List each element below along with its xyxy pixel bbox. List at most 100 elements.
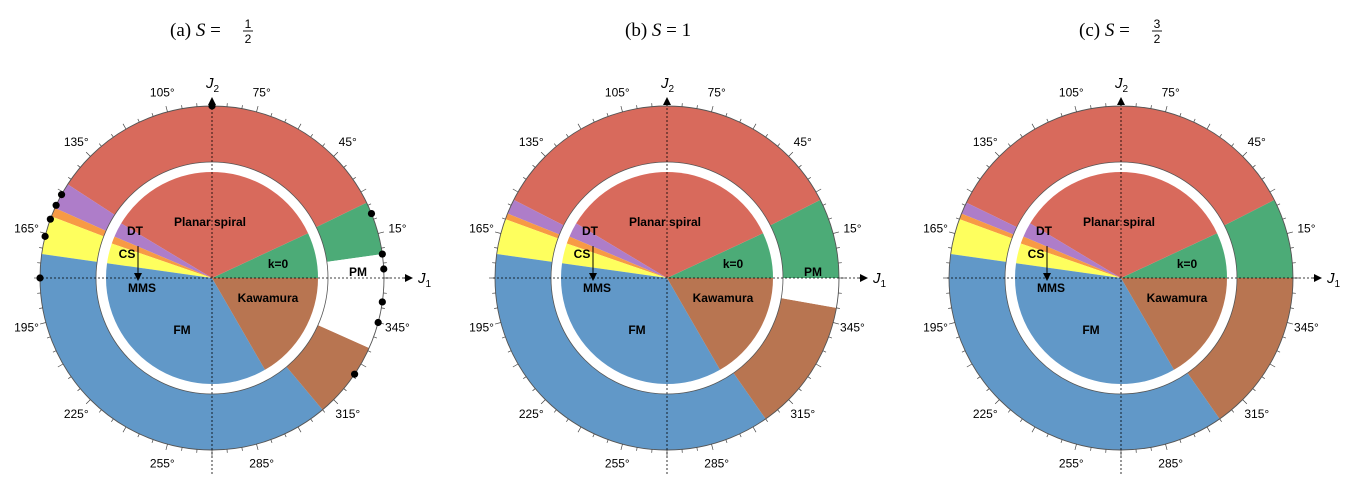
tick-mark xyxy=(540,151,546,157)
angle-label: 75° xyxy=(708,86,726,100)
tick-mark xyxy=(501,336,506,339)
tick-mark xyxy=(1020,134,1023,138)
tick-mark xyxy=(523,177,527,180)
tick-mark xyxy=(181,447,183,451)
label-cs: CS xyxy=(1028,247,1045,261)
angle-label: 45° xyxy=(339,135,357,149)
outer-region-orange xyxy=(51,208,107,237)
inner-region-kawamura xyxy=(667,278,773,370)
tick-mark xyxy=(955,336,960,339)
angle-label: 315° xyxy=(335,407,360,421)
j2-label: J2 xyxy=(205,75,220,95)
label-fm: FM xyxy=(628,323,645,337)
tick-mark xyxy=(822,203,827,206)
tick-mark xyxy=(241,105,243,109)
tick-mark xyxy=(1269,188,1276,193)
inner-region-cs xyxy=(562,243,667,278)
tick-mark xyxy=(553,143,557,147)
tick-mark xyxy=(836,247,840,249)
tick-mark xyxy=(592,118,595,123)
outer-region-cs xyxy=(496,219,558,262)
tick-mark xyxy=(322,409,326,413)
tick-mark xyxy=(1165,444,1168,451)
tick-mark xyxy=(833,322,840,325)
tick-mark xyxy=(310,418,313,422)
angle-label: 195° xyxy=(469,321,494,335)
tick-mark xyxy=(1090,105,1092,109)
inner-region-k0 xyxy=(667,233,773,278)
angle-label: 345° xyxy=(1294,321,1319,335)
boundary-marker-dot xyxy=(208,102,216,110)
label-planar-spiral: Planar spiral xyxy=(629,215,701,229)
angle-label: 345° xyxy=(840,321,865,335)
outer-region-pm xyxy=(781,278,839,308)
tick-mark xyxy=(310,134,313,138)
label-dt: DT xyxy=(127,224,144,238)
outer-region-dt xyxy=(961,202,1017,235)
tick-mark xyxy=(833,231,840,234)
j2-label: J2 xyxy=(660,75,675,95)
panel-title-text: (c) S = xyxy=(1079,20,1130,41)
tick-mark xyxy=(1031,426,1036,433)
outer-region-cs xyxy=(41,216,104,262)
outer-ring xyxy=(949,105,1293,450)
angle-label: 315° xyxy=(1244,407,1269,421)
tick-mark xyxy=(1242,399,1248,405)
tick-mark xyxy=(68,376,72,379)
tick-mark xyxy=(788,399,794,405)
tick-mark xyxy=(807,376,811,379)
title-fraction-denominator: 2 xyxy=(1154,32,1161,46)
title-prefix: (a) xyxy=(170,20,196,41)
boundary-marker-dot xyxy=(52,201,60,209)
tick-mark xyxy=(1219,134,1222,138)
angle-label: 285° xyxy=(704,456,729,470)
angle-label: 195° xyxy=(923,321,948,335)
inner-region-k0 xyxy=(1121,233,1227,278)
tick-mark xyxy=(532,388,536,392)
label-planar-spiral: Planar spiral xyxy=(174,215,246,229)
tick-mark xyxy=(378,231,385,234)
angle-label: 45° xyxy=(794,135,812,149)
angle-label: 15° xyxy=(1297,221,1315,235)
inner-region-fm xyxy=(1014,263,1174,385)
tick-mark xyxy=(1060,112,1063,117)
angle-ticks xyxy=(489,100,845,456)
tick-mark xyxy=(111,418,114,422)
tick-mark xyxy=(815,363,822,368)
angle-label: 225° xyxy=(64,407,89,421)
tick-mark xyxy=(977,376,981,379)
inner-region-orange xyxy=(111,236,212,278)
angle-label: 15° xyxy=(843,221,861,235)
tick-mark xyxy=(752,123,757,130)
tick-mark xyxy=(98,409,102,413)
tick-mark xyxy=(711,444,714,451)
tick-mark xyxy=(977,177,981,180)
label-fm: FM xyxy=(173,323,190,337)
angle-label: 105° xyxy=(605,86,630,100)
angle-ticks xyxy=(943,100,1299,456)
tick-mark xyxy=(1165,105,1168,112)
tick-mark xyxy=(1150,105,1152,109)
tick-mark xyxy=(507,203,512,206)
tick-mark xyxy=(1242,151,1248,157)
tick-mark xyxy=(955,217,960,220)
tick-mark xyxy=(1282,217,1287,220)
outer-region-fm xyxy=(494,254,766,450)
j1-subscript: 1 xyxy=(426,279,432,290)
angle-label: 255° xyxy=(1059,456,1084,470)
tick-mark xyxy=(52,350,57,353)
j2-label: J2 xyxy=(1114,75,1129,95)
tick-mark xyxy=(1231,409,1235,413)
panel-title-text: (b) S = 1 xyxy=(625,20,691,41)
outer-region-planar_spiral xyxy=(966,105,1275,228)
tick-mark xyxy=(85,151,91,157)
tick-mark xyxy=(966,188,973,193)
angle-label: 105° xyxy=(1059,86,1084,100)
label-k0: k=0 xyxy=(723,257,744,271)
tick-mark xyxy=(85,399,91,405)
label-fm: FM xyxy=(1082,323,1099,337)
tick-mark xyxy=(577,123,582,130)
boundary-marker-dot xyxy=(57,191,66,199)
title-variable: S xyxy=(196,20,206,41)
outer-region-fm xyxy=(40,254,323,450)
